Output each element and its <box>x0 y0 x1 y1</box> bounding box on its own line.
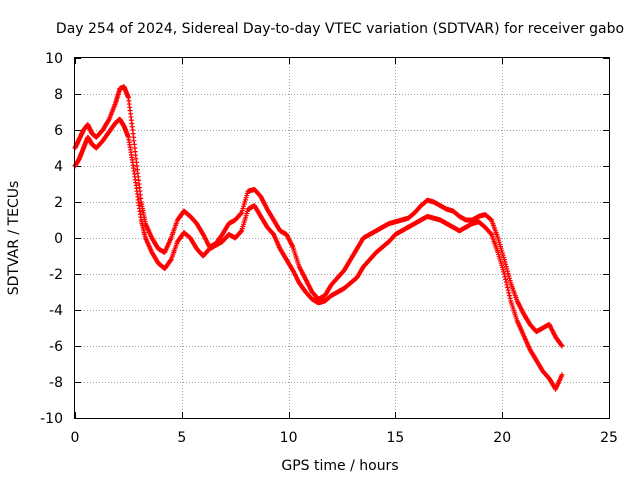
trace-marker <box>238 211 244 217</box>
trace-marker <box>505 287 511 293</box>
y-tick-label: 4 <box>54 159 63 175</box>
data-point <box>559 343 565 349</box>
y-tick-label: 2 <box>54 195 63 211</box>
trace-marker <box>558 342 564 348</box>
trace-marker <box>505 285 511 290</box>
y-tick-label: 0 <box>54 231 63 247</box>
y-tick-label: -10 <box>40 411 63 427</box>
y-tick-label: 6 <box>54 123 63 139</box>
x-tick-label: 10 <box>280 430 298 446</box>
data-point <box>559 372 565 378</box>
x-tick-label: 0 <box>71 430 80 446</box>
chart-title: Day 254 of 2024, Sidereal Day-to-day VTE… <box>56 21 624 37</box>
trace-marker <box>502 259 508 265</box>
trace-marker <box>503 276 509 282</box>
trace-marker <box>167 258 173 263</box>
y-tick-label: 10 <box>45 51 63 67</box>
y-axis-label: SDTVAR / TECUs <box>6 181 22 296</box>
y-tick-label: -6 <box>49 339 63 355</box>
y-tick-labels: -10 -8 -6 -4 -2 0 2 4 6 8 10 <box>40 51 63 427</box>
trace-marker <box>506 275 512 281</box>
trace-marker <box>503 264 509 270</box>
plot-frame <box>74 57 610 419</box>
trace-marker <box>503 261 509 267</box>
trace-marker <box>503 279 509 285</box>
trace-marker <box>504 282 510 288</box>
trace-marker <box>507 295 513 301</box>
series-track-b <box>72 116 565 392</box>
trace-marker <box>238 229 244 235</box>
data-point <box>501 257 507 263</box>
y-tick-label: -4 <box>49 303 63 319</box>
trace-marker <box>506 293 512 299</box>
trace-marker <box>506 290 512 296</box>
x-tick-label: 15 <box>386 430 404 446</box>
trace-marker <box>506 273 512 279</box>
trace-marker <box>504 266 510 272</box>
y-tick-label: 8 <box>54 87 63 103</box>
x-tick-label: 20 <box>493 430 511 446</box>
x-tick-labels: 0 5 10 15 20 25 <box>71 430 618 446</box>
data-series <box>72 84 565 392</box>
trace-marker <box>502 274 508 280</box>
data-point <box>501 271 507 277</box>
x-axis-label: GPS time / hours <box>281 458 398 474</box>
trace-marker <box>488 231 494 237</box>
x-tick-label: 25 <box>600 430 618 446</box>
trace-marker <box>507 278 513 284</box>
y-tick-label: -8 <box>49 375 63 391</box>
series-track-a <box>72 84 565 349</box>
x-tick-label: 5 <box>177 430 186 446</box>
y-tick-label: -2 <box>49 267 63 283</box>
